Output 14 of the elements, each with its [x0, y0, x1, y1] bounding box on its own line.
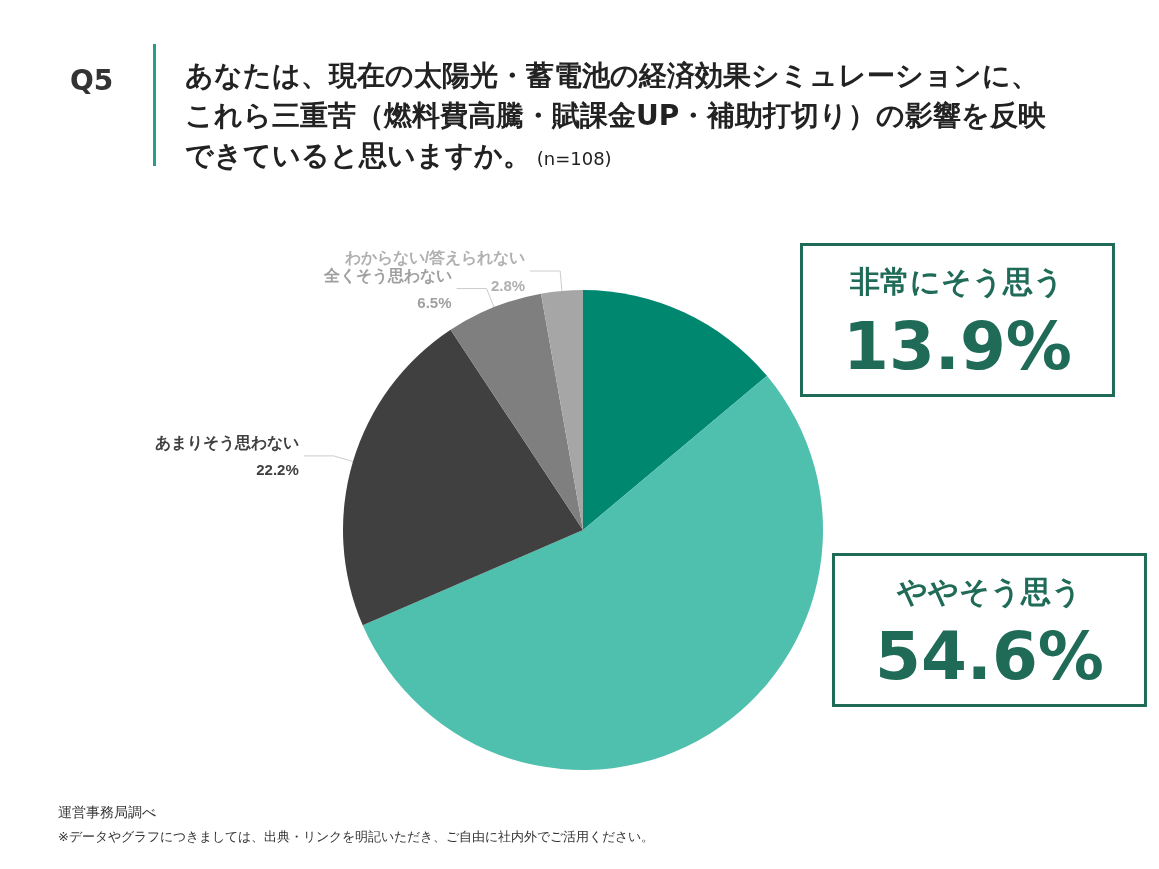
slice-label: 全くそう思わない: [322, 266, 452, 285]
data-label: 13.9%: [842, 307, 1072, 385]
slice-label: ややそう思う: [895, 573, 1082, 609]
text: Q5: [70, 64, 114, 97]
slice-label: わからない/答えられない: [343, 249, 526, 268]
text: 運営事務局調べ: [58, 804, 156, 822]
data-label: 22.2%: [256, 461, 299, 479]
chart-subtitle: (n=108): [535, 148, 612, 169]
text: ※データやグラフにつきましては、出典・リンクを明記いただき、ご自由に社内外でご活用ください。: [58, 828, 654, 846]
data-label: 54.6%: [874, 617, 1104, 695]
data-label: 2.8%: [490, 276, 526, 294]
slice-label: 非常にそう思う: [849, 263, 1065, 299]
slice-label: あまりそう思わない: [154, 433, 299, 452]
data-label: 6.5%: [417, 294, 452, 312]
